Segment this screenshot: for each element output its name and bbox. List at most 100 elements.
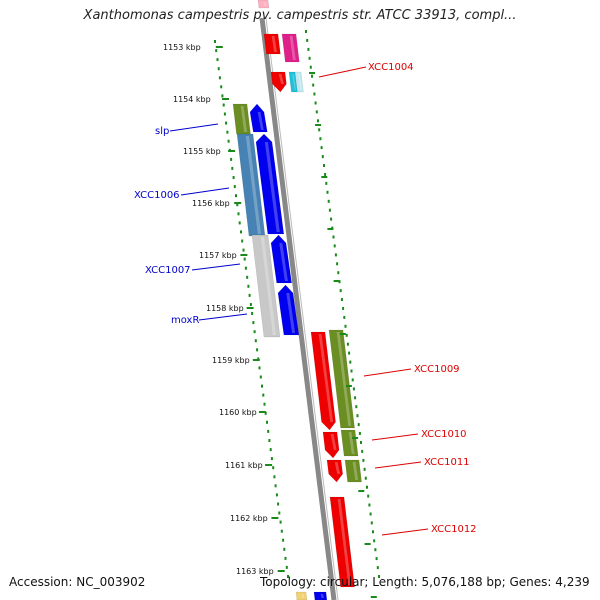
cog-block-xcc1010-highlight — [348, 432, 355, 454]
tick-dot — [240, 230, 242, 234]
tick-dot — [262, 393, 265, 397]
axis-tick-label: 1161 kbp — [225, 461, 263, 470]
tick-dot — [253, 330, 256, 334]
tick-dot — [226, 130, 229, 134]
tick-dot — [277, 502, 280, 506]
gene-xcc1009-highlight — [318, 334, 334, 422]
tick-dot — [350, 369, 353, 373]
gene-xcc1007-highlight — [279, 243, 288, 281]
tick-dot — [267, 429, 270, 433]
tick-dot — [249, 303, 252, 306]
gene-xcc1010 — [322, 431, 340, 459]
topology-text: Topology: circular; Length: 5,076,188 bp… — [260, 575, 590, 589]
tick-dot — [266, 420, 268, 424]
gene-bottom-yellow-highlight — [301, 594, 305, 598]
gene-leader-line — [318, 66, 367, 78]
tick-dot — [336, 262, 339, 266]
cog-block-xcc1004-cyan-highlight — [292, 74, 296, 90]
gene-label-right: XCC1004 — [368, 62, 414, 73]
axis-tick-label: 1155 kbp — [183, 147, 221, 156]
tick-dot — [252, 321, 255, 325]
tick-dot — [308, 56, 311, 60]
gene-xcc1012 — [329, 496, 355, 588]
tick-dot — [340, 298, 343, 301]
tick-dot — [318, 128, 321, 132]
gene-xcc1009 — [310, 331, 336, 431]
tick-dot — [222, 103, 225, 107]
gene-xcc1006 — [255, 133, 285, 235]
tick-dot — [374, 548, 377, 552]
tick-dot — [233, 185, 236, 189]
tick-dot — [285, 565, 288, 569]
gene-xcc1004 — [270, 71, 287, 93]
tick-dot — [315, 110, 318, 114]
gene-label-left: moxR — [171, 315, 199, 326]
gene-leader-line — [191, 263, 241, 271]
tick-dot — [378, 575, 380, 578]
cog-block-xcc1011-highlight — [352, 462, 359, 480]
tick-dot — [337, 271, 340, 275]
tick-dot — [278, 511, 281, 515]
tick-dot — [246, 275, 249, 279]
tick-dot — [312, 83, 315, 87]
tick-dot — [215, 49, 218, 53]
tick-dot — [214, 40, 216, 43]
tick-dot — [324, 173, 327, 176]
gene-xcc1011 — [326, 459, 343, 483]
gene-label-left: XCC1006 — [134, 190, 180, 201]
gene-label-right: XCC1010 — [421, 429, 467, 440]
gene-top-red — [263, 33, 281, 55]
tick-dot — [243, 257, 246, 261]
tick-dot — [258, 366, 261, 370]
genome-backbone — [259, 17, 337, 600]
tick-dot — [330, 217, 333, 221]
gene-bottom-blue — [313, 591, 328, 600]
gene-xcc1007 — [270, 234, 292, 284]
gene-leader-line — [381, 528, 429, 536]
gene-bottom-blue-highlight — [320, 594, 324, 598]
tick-dot — [247, 284, 250, 288]
gene-xcc1012-highlight — [337, 499, 352, 585]
cog-block-xcc1006-highlight — [245, 136, 261, 234]
tick-dot — [361, 449, 364, 453]
tick-dot — [366, 485, 368, 489]
gene-moxr-highlight — [286, 293, 296, 333]
tick-dot — [268, 439, 271, 442]
gene-leader-line — [180, 187, 230, 196]
axis-tick-label: 1160 kbp — [219, 408, 257, 417]
tick-dot — [259, 375, 262, 379]
tick-dot — [348, 351, 351, 355]
tick-dot — [320, 146, 323, 150]
accession-text: Accession: NC_003902 — [9, 575, 146, 589]
tick-dot — [248, 293, 251, 297]
gene-xcc1004-highlight — [278, 74, 284, 84]
tick-dot — [368, 503, 371, 507]
tick-dot — [309, 65, 312, 69]
genome-backbone-highlight — [265, 17, 339, 600]
tick-dot — [352, 387, 355, 391]
tick-dot — [372, 530, 374, 534]
tick-dot — [274, 484, 277, 488]
tick-dot — [254, 339, 257, 343]
tick-dot — [319, 137, 322, 141]
tick-dot — [223, 112, 226, 116]
tick-dot — [256, 348, 259, 352]
tick-dot — [275, 493, 278, 497]
tick-dot — [261, 384, 263, 388]
tick-dot — [321, 155, 324, 159]
gene-leader-line — [169, 123, 219, 132]
tick-dot — [345, 333, 348, 337]
backbone-layer — [259, 17, 339, 600]
tick-dot — [369, 512, 372, 516]
tick-dot — [232, 176, 235, 179]
cog-block-top-pink-highlight — [289, 36, 296, 60]
cog-block-xcc1009 — [328, 329, 355, 429]
tick-dot — [244, 266, 247, 270]
gene-bottom-yellow — [295, 591, 308, 600]
gene-xcc1011-highlight — [334, 462, 341, 474]
cog-block-xcc1010 — [340, 429, 359, 457]
tick-dot — [311, 74, 313, 78]
tick-dot — [305, 30, 307, 33]
tick-dot — [287, 575, 289, 578]
